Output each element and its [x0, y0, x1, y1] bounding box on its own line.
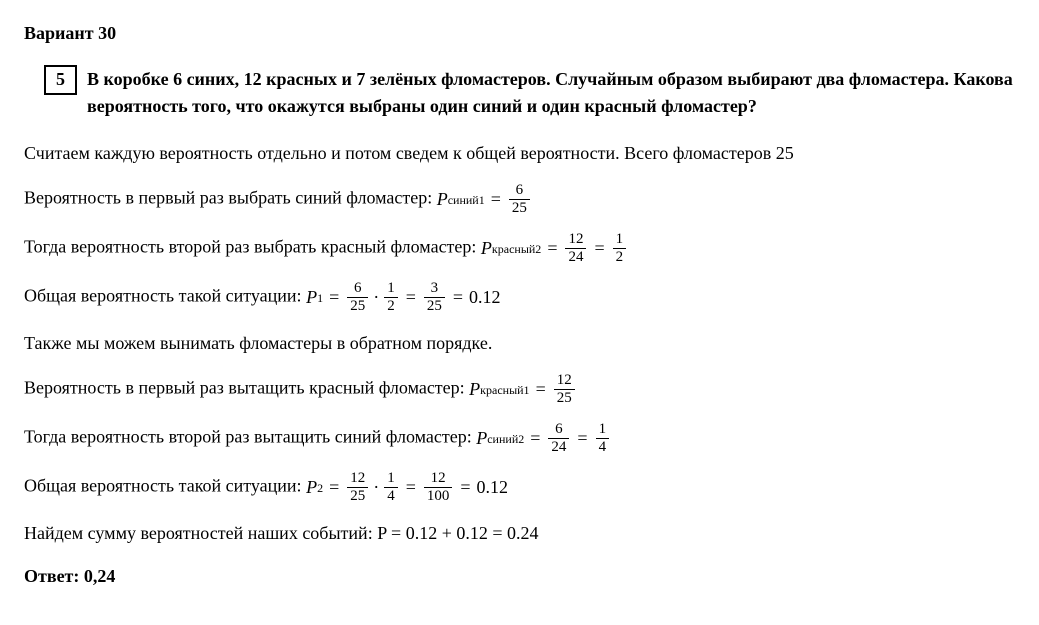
- num: 1: [384, 281, 398, 298]
- p2-prefix: Общая вероятность такой ситуации:: [24, 476, 306, 496]
- line-blue2: Тогда вероятность второй раз вытащить си…: [24, 422, 1015, 455]
- num: 1: [596, 422, 610, 439]
- problem-number-box: 5: [44, 65, 77, 95]
- sub-siniy1: синий1: [448, 191, 485, 209]
- red2-prefix: Тогда вероятность второй раз выбрать кра…: [24, 237, 481, 257]
- frac-1-2: 12: [384, 281, 398, 314]
- P-var: P: [469, 376, 480, 403]
- frac-1-2: 12: [613, 232, 627, 265]
- num: 3: [424, 281, 445, 298]
- p1-prefix: Общая вероятность такой ситуации:: [24, 286, 306, 306]
- frac-6-24: 624: [548, 422, 569, 455]
- sub-siniy2: синий2: [487, 430, 524, 448]
- frac-12-100: 12100: [424, 471, 453, 504]
- den: 4: [384, 488, 398, 504]
- eq: =: [577, 425, 587, 452]
- dot: ·: [373, 474, 379, 501]
- den: 25: [509, 200, 530, 216]
- num: 12: [554, 373, 575, 390]
- eq: =: [329, 474, 339, 501]
- sub-2: 2: [317, 479, 323, 497]
- answer-value: 0,24: [84, 566, 116, 586]
- eq: =: [530, 425, 540, 452]
- eq: =: [491, 186, 501, 213]
- den: 25: [347, 298, 368, 314]
- blue2-math: Pсиний2 = 624 = 14: [476, 422, 611, 455]
- val-012: 0.12: [469, 284, 501, 311]
- p2-math: P2=1225·14=12100=0.12: [306, 471, 508, 504]
- frac-6-25: 625: [347, 281, 368, 314]
- num: 6: [347, 281, 368, 298]
- p1-math: P1=625·12=325=0.12: [306, 281, 500, 314]
- num: 12: [565, 232, 586, 249]
- sub-krasnyy2: красный2: [492, 240, 541, 258]
- frac-12-24: 1224: [565, 232, 586, 265]
- num: 6: [548, 422, 569, 439]
- num: 6: [509, 183, 530, 200]
- blue1-prefix: Вероятность в первый раз выбрать синий ф…: [24, 188, 437, 208]
- answer-line: Ответ: 0,24: [24, 563, 1015, 590]
- answer-label: Ответ:: [24, 566, 84, 586]
- den: 24: [548, 439, 569, 455]
- P-var: P: [481, 235, 492, 262]
- den: 4: [596, 439, 610, 455]
- frac-3-25: 325: [424, 281, 445, 314]
- line-p1: Общая вероятность такой ситуации: P1=625…: [24, 281, 1015, 314]
- den: 24: [565, 249, 586, 265]
- frac-1-4: 14: [596, 422, 610, 455]
- dot: ·: [373, 284, 379, 311]
- line-reverse: Также мы можем вынимать фломастеры в обр…: [24, 330, 1015, 357]
- sub-krasnyy1: красный1: [480, 381, 529, 399]
- den: 25: [347, 488, 368, 504]
- eq: =: [329, 284, 339, 311]
- blue1-math: Pсиний1 = 625: [437, 183, 532, 216]
- blue2-prefix: Тогда вероятность второй раз вытащить си…: [24, 427, 476, 447]
- line-blue1: Вероятность в первый раз выбрать синий ф…: [24, 183, 1015, 216]
- red1-prefix: Вероятность в первый раз вытащить красны…: [24, 378, 469, 398]
- eq: =: [547, 235, 557, 262]
- num: 1: [613, 232, 627, 249]
- sub-1: 1: [317, 289, 323, 307]
- frac-12-25: 1225: [347, 471, 368, 504]
- P-var: P: [306, 474, 317, 501]
- eq: =: [460, 474, 470, 501]
- den: 100: [424, 488, 453, 504]
- den: 2: [384, 298, 398, 314]
- P-var: P: [476, 425, 487, 452]
- red1-math: Pкрасный1 = 1225: [469, 373, 577, 406]
- eq: =: [594, 235, 604, 262]
- eq: =: [406, 284, 416, 311]
- sum-prefix: Найдем сумму вероятностей наших событий:…: [24, 523, 406, 543]
- num: 1: [384, 471, 398, 488]
- val-012: 0.12: [477, 474, 509, 501]
- line-sum: Найдем сумму вероятностей наших событий:…: [24, 520, 1015, 547]
- frac-1-4: 14: [384, 471, 398, 504]
- solution-intro: Считаем каждую вероятность отдельно и по…: [24, 140, 1015, 167]
- P-var: P: [437, 186, 448, 213]
- frac-6-25: 625: [509, 183, 530, 216]
- variant-title: Вариант 30: [24, 20, 1015, 47]
- sum-expr: 0.12 + 0.12 = 0.24: [406, 523, 539, 543]
- eq: =: [536, 376, 546, 403]
- line-red1: Вероятность в первый раз вытащить красны…: [24, 373, 1015, 406]
- problem-text: В коробке 6 синих, 12 красных и 7 зелёны…: [87, 65, 1015, 120]
- problem-block: 5 В коробке 6 синих, 12 красных и 7 зелё…: [24, 65, 1015, 120]
- den: 25: [554, 390, 575, 406]
- red2-math: Pкрасный2=1224=12: [481, 232, 628, 265]
- num: 12: [424, 471, 453, 488]
- line-p2: Общая вероятность такой ситуации: P2=122…: [24, 471, 1015, 504]
- num: 12: [347, 471, 368, 488]
- den: 2: [613, 249, 627, 265]
- line-red2: Тогда вероятность второй раз выбрать кра…: [24, 232, 1015, 265]
- eq: =: [406, 474, 416, 501]
- frac-12-25: 1225: [554, 373, 575, 406]
- den: 25: [424, 298, 445, 314]
- P-var: P: [306, 284, 317, 311]
- eq: =: [453, 284, 463, 311]
